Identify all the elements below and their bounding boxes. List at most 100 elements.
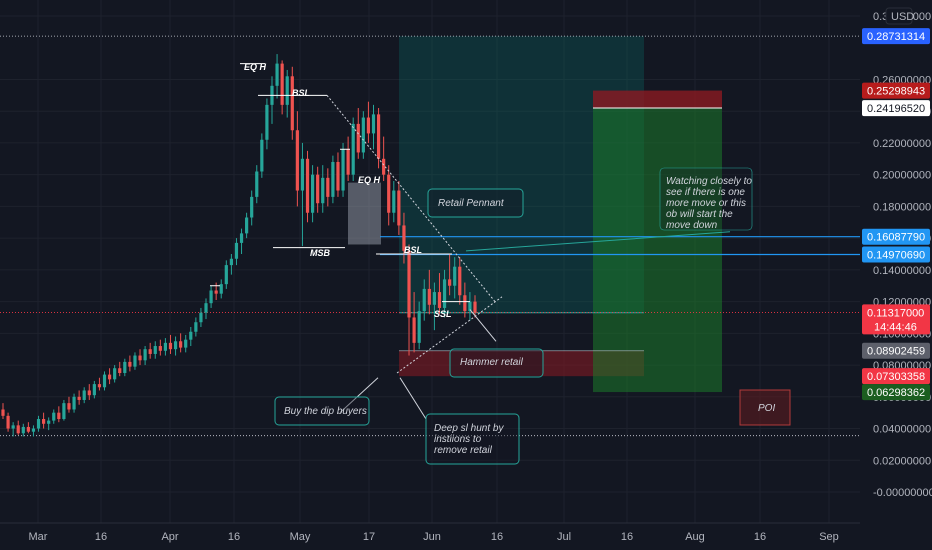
candle-body [57, 412, 61, 420]
callout-pointer [465, 231, 731, 252]
candle-body [442, 279, 447, 308]
price-tag: 0.06298362 [862, 384, 930, 401]
ssl-label: SSL [434, 309, 452, 319]
candle-body [250, 196, 254, 218]
buy-dip-callout: Buy the dip buyers [274, 396, 370, 426]
time-axis[interactable] [0, 523, 860, 550]
deep-sl-line-3: remove retail [434, 445, 493, 456]
candle-body [331, 161, 335, 197]
candle-body [189, 331, 193, 340]
candle-body [387, 174, 391, 213]
candle-body [432, 292, 436, 305]
price-tag: 0.07303358 [862, 368, 930, 385]
candle-body [194, 322, 198, 332]
deep-sl-line-2: instiions to [434, 434, 482, 445]
time-tick-label: 16 [228, 531, 240, 543]
candle-body [473, 301, 477, 313]
candle-body [6, 415, 10, 429]
price-tick-label: 0.20000000 [873, 170, 931, 182]
hammer-retail-callout: Hammer retail [449, 348, 544, 378]
candle-body [224, 265, 228, 285]
candle-body [113, 368, 117, 380]
time-tick-label: Jul [557, 531, 571, 543]
candle-body [77, 396, 81, 400]
candle-body [21, 426, 25, 434]
candle-body [458, 266, 462, 296]
candle-body [153, 346, 157, 354]
candle-body [47, 420, 51, 424]
price-tag-text: 0.06298362 [867, 387, 925, 399]
retail-pennant-callout: Retail Pennant [427, 188, 524, 218]
candle-body [437, 292, 442, 308]
candle-body [245, 217, 249, 234]
candle-body [310, 174, 315, 213]
candle-body [397, 190, 401, 226]
candle-body [179, 341, 183, 348]
price-tick-label: 0.14000000 [873, 265, 931, 277]
candle-body [316, 174, 320, 204]
drawings [210, 63, 731, 420]
candle-body [300, 158, 305, 191]
time-tick-label: 16 [491, 531, 503, 543]
candle-body [260, 139, 264, 172]
candle-body [97, 384, 102, 388]
candle-body [26, 426, 30, 432]
price-tag-time: 14:44:46 [874, 321, 917, 333]
price-tag: 0.25298943 [862, 82, 930, 99]
candle-body [209, 290, 213, 304]
candle-body [341, 149, 345, 191]
candle-body [36, 419, 41, 429]
candle-body [255, 171, 259, 197]
horizontal-lines [0, 35, 860, 437]
time-tick-label: 16 [621, 531, 633, 543]
time-axis-labels: Mar 16 Apr 16 May 17 Jun 16 Jul 16 Aug 16 Sep [29, 531, 839, 543]
price-tags: 0.28731314 0.25298943 0.24196520 0.16087790… [862, 28, 930, 401]
candle-body [427, 288, 431, 305]
candle-body [199, 312, 203, 323]
price-tag: 0.11317000 14:44:46 [862, 304, 930, 335]
candle-body [361, 117, 365, 153]
candle-body [346, 149, 350, 175]
candle-body [107, 374, 112, 380]
candle-body [138, 355, 142, 361]
candle-body [158, 346, 162, 351]
candle-body [87, 390, 91, 396]
poi-box: POI [739, 389, 791, 426]
price-tag-text: 0.28731314 [867, 31, 925, 43]
currency-badge[interactable]: USD [885, 7, 914, 25]
callout-pointer [399, 377, 427, 420]
candle-body [173, 341, 178, 350]
price-tick-label: 0.18000000 [873, 201, 931, 213]
eqh-label-1: EQ H [244, 62, 267, 72]
price-tag-text: 0.08902459 [867, 346, 925, 358]
candle-body [62, 403, 66, 420]
candle-body [351, 123, 355, 175]
candle-body [290, 76, 294, 131]
candle-body [1, 409, 5, 416]
candle-body [382, 158, 386, 175]
time-tick-label: 17 [363, 531, 375, 543]
candle-body [204, 303, 208, 313]
candle-body [92, 384, 96, 396]
watching-line-4: ob will start the [666, 209, 733, 220]
candle-body [305, 158, 310, 213]
candle-body [184, 339, 188, 348]
time-tick-label: Sep [819, 531, 839, 543]
candle-body [280, 63, 284, 105]
candle-body [417, 311, 421, 343]
deep-sl-line-1: Deep sl hunt by [434, 423, 504, 434]
candle-body [163, 342, 168, 351]
price-tick-label: 0.22000000 [873, 138, 931, 150]
watching-line-1: Watching closely to [666, 176, 752, 187]
candle-body [214, 290, 218, 294]
candle-body [143, 349, 147, 361]
price-tag-text: 0.11317000 [867, 307, 924, 319]
candle-body [285, 76, 289, 105]
candle-body [52, 412, 56, 421]
buy-dip-text: Buy the dip buyers [284, 406, 367, 417]
watching-line-5: move down [666, 220, 718, 231]
watching-note: Watching closely to see if there is one … [659, 167, 752, 231]
price-tag-text: 0.16087790 [867, 232, 925, 244]
